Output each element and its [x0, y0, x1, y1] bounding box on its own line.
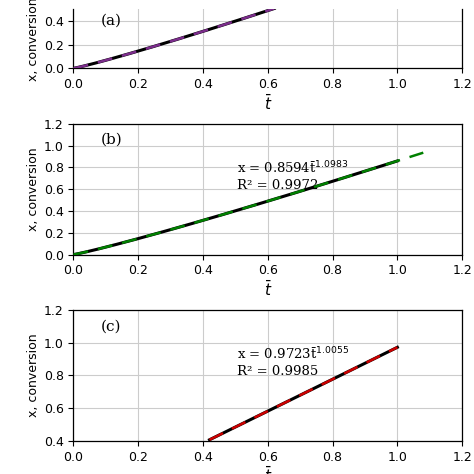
Y-axis label: x, conversion: x, conversion	[27, 334, 40, 417]
X-axis label: $\bar{t}$: $\bar{t}$	[264, 280, 272, 299]
Text: x = 0.8594$\bar{\mathregular{t}}$$^{1.0983}$
R² = 0.9972: x = 0.8594$\bar{\mathregular{t}}$$^{1.09…	[237, 160, 348, 191]
Y-axis label: x, conversion: x, conversion	[27, 147, 40, 231]
X-axis label: $\bar{t}$: $\bar{t}$	[264, 466, 272, 474]
X-axis label: $\bar{t}$: $\bar{t}$	[264, 94, 272, 113]
Text: (b): (b)	[100, 133, 122, 147]
Text: x = 0.9723$\bar{\mathregular{t}}$$^{1.0055}$
R² = 0.9985: x = 0.9723$\bar{\mathregular{t}}$$^{1.00…	[237, 346, 349, 378]
Y-axis label: x, conversion: x, conversion	[27, 0, 40, 81]
Text: (a): (a)	[100, 14, 122, 27]
Text: (c): (c)	[100, 319, 121, 333]
